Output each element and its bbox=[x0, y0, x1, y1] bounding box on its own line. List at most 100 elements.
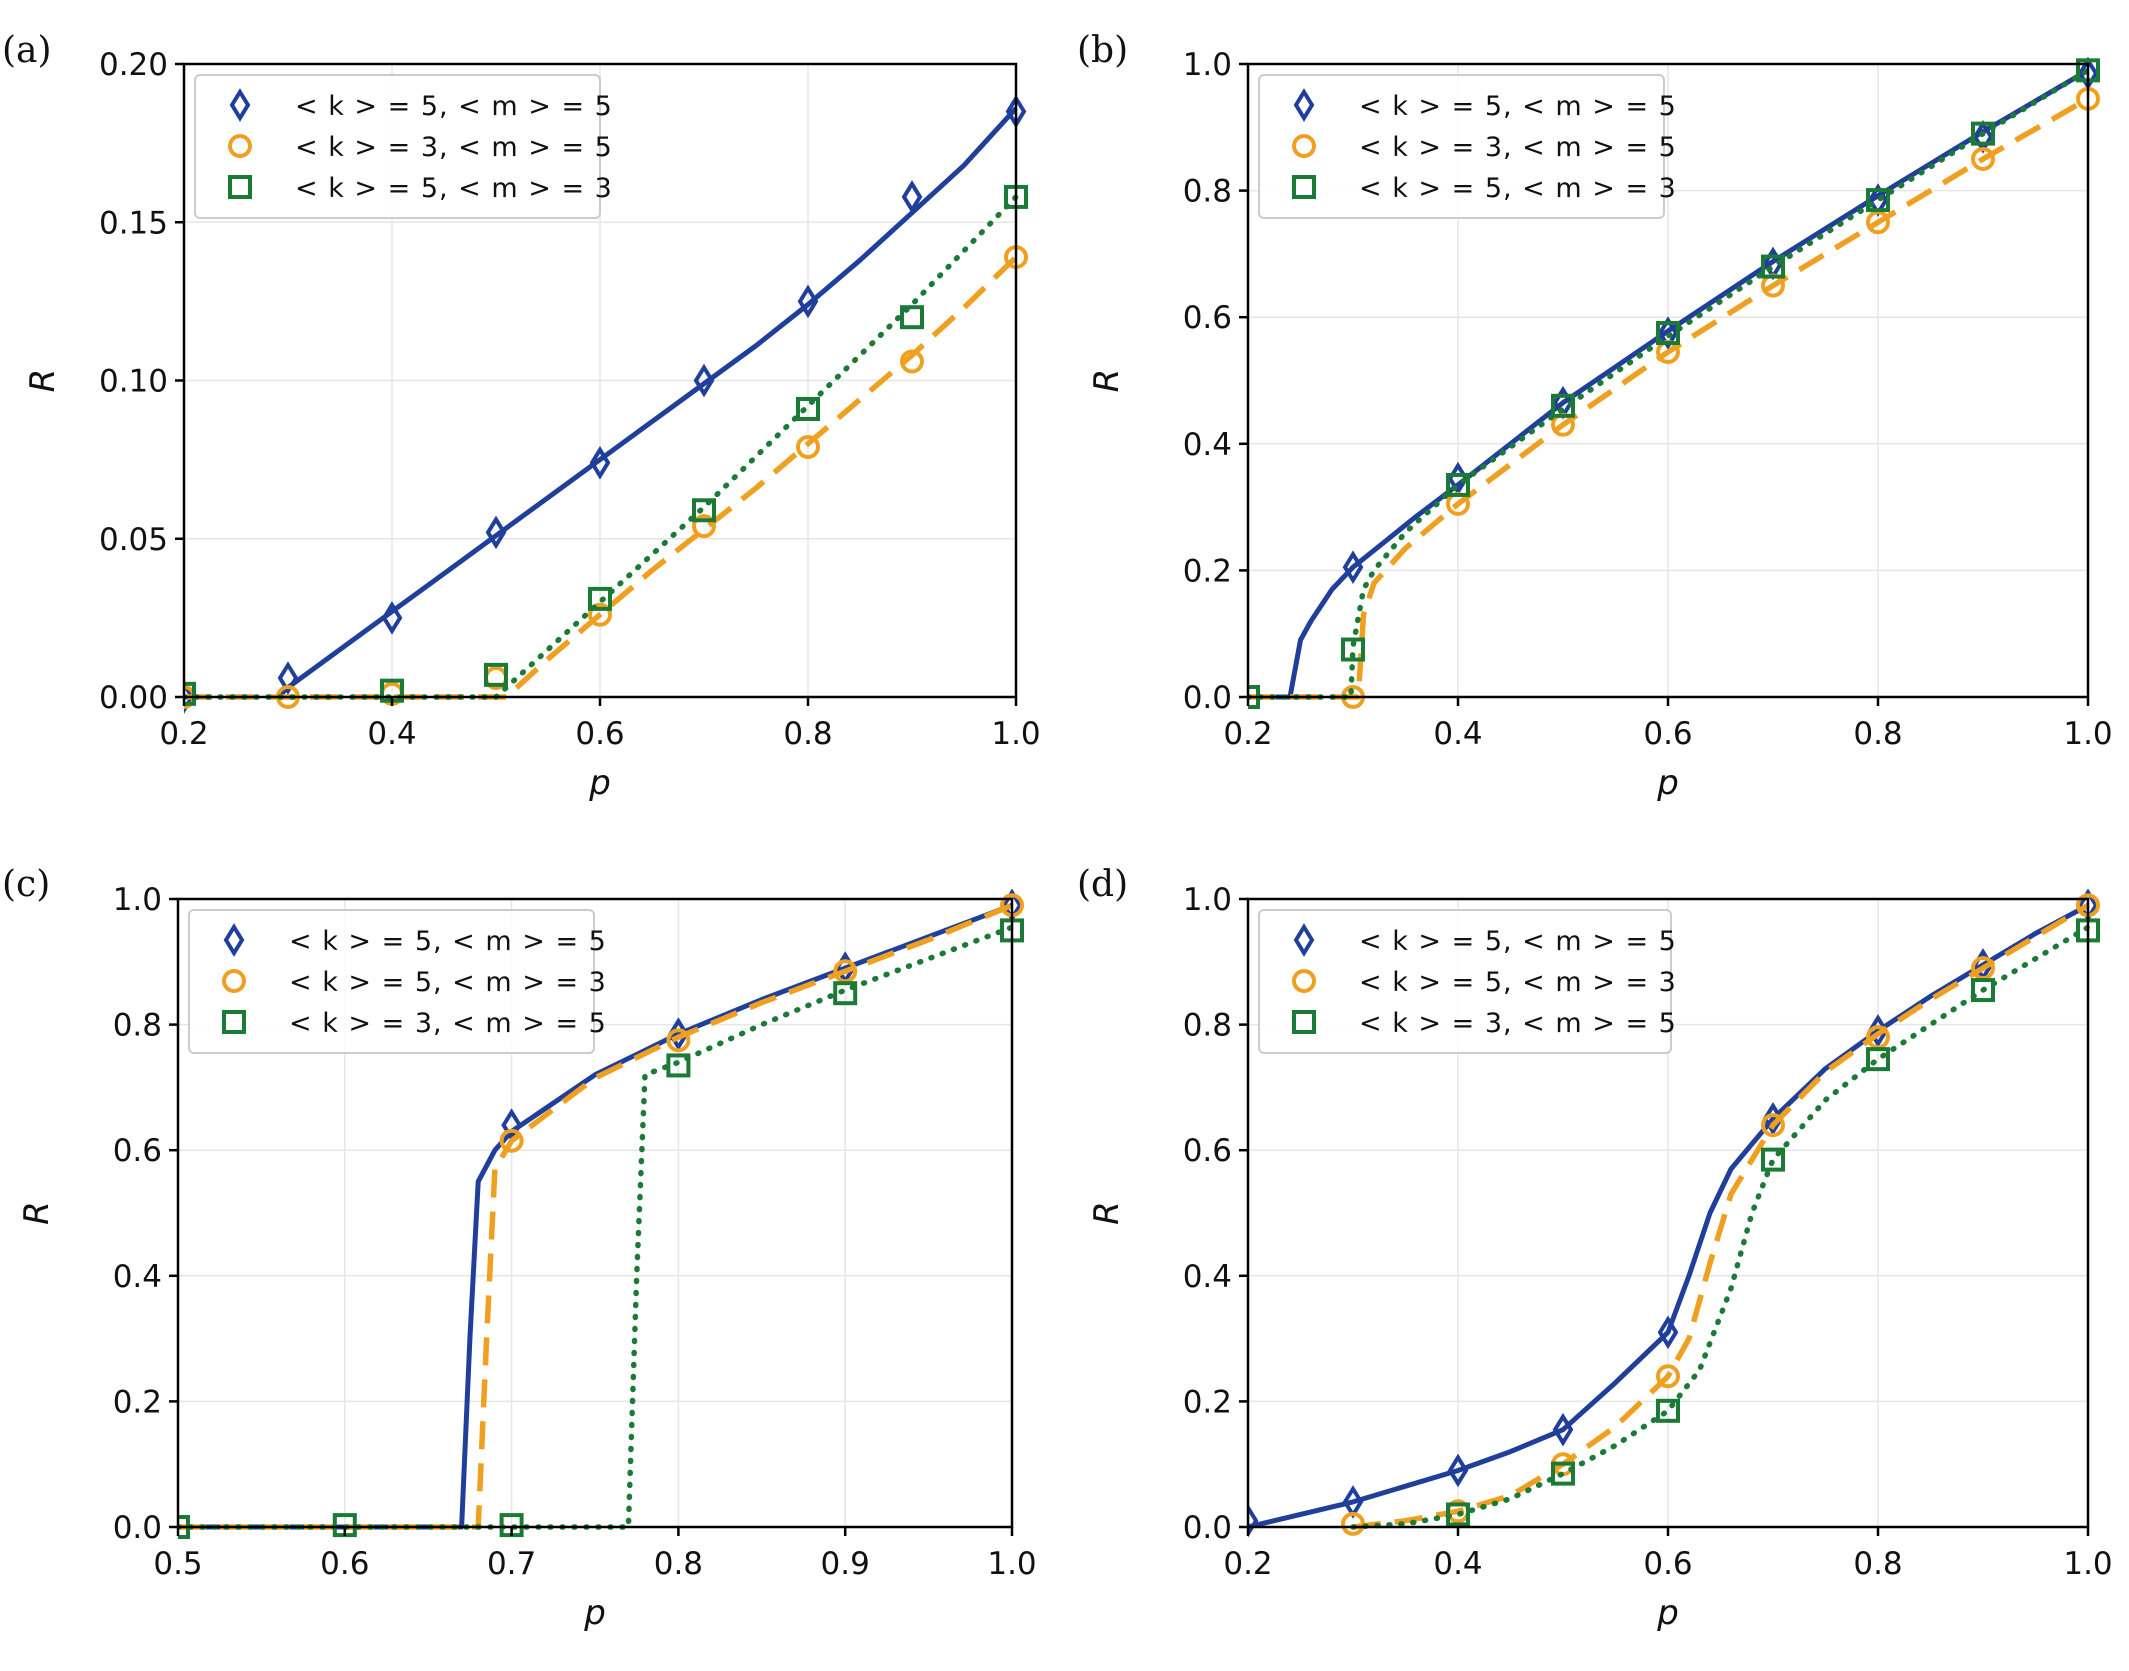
series-line bbox=[178, 902, 1013, 1530]
series-line bbox=[178, 924, 1015, 1530]
data-point bbox=[1248, 1503, 1259, 1538]
legend-marker bbox=[1292, 969, 1316, 993]
data-point bbox=[1657, 1315, 1679, 1350]
x-tick-label: 0.4 bbox=[367, 716, 416, 752]
y-tick-label: 0.0 bbox=[1183, 1510, 1232, 1546]
series-line bbox=[178, 902, 1014, 1530]
series-line bbox=[1248, 68, 2090, 700]
series-line bbox=[1352, 902, 2090, 1530]
panel-label: (c) bbox=[2, 864, 50, 905]
data-point bbox=[1656, 1364, 1680, 1389]
x-tick-label: 1.0 bbox=[991, 716, 1040, 752]
legend-box bbox=[1258, 909, 1672, 1054]
axes-frame bbox=[176, 897, 1014, 1529]
data-point bbox=[1866, 210, 1890, 235]
data-point bbox=[1761, 1113, 1785, 1138]
x-tick-label: 0.6 bbox=[320, 1546, 369, 1582]
y-tick-label: 0.00 bbox=[99, 680, 168, 716]
series-line bbox=[1248, 96, 2090, 700]
series-line bbox=[184, 255, 1018, 700]
data-point bbox=[588, 602, 612, 627]
x-tick-label: 0.4 bbox=[1433, 716, 1482, 752]
legend-marker bbox=[229, 88, 251, 122]
y-tick-label: 0.20 bbox=[99, 47, 168, 83]
y-tick-label: 1.0 bbox=[1183, 882, 1232, 918]
y-tick-label: 0.0 bbox=[1183, 680, 1232, 716]
series-line bbox=[184, 194, 1019, 700]
legend-marker bbox=[223, 923, 245, 957]
series-line bbox=[1248, 903, 2090, 1530]
data-point bbox=[1971, 978, 1995, 1003]
legend-entry: < k > = 5, < m > = 3 bbox=[295, 173, 613, 204]
x-tick-label: 0.6 bbox=[575, 716, 624, 752]
legend-entry: < k > = 5, < m > = 5 bbox=[1359, 91, 1677, 122]
x-tick-label: 1.0 bbox=[2063, 1546, 2112, 1582]
y-tick-label: 0.05 bbox=[99, 522, 168, 558]
legend: < k > = 5, < m > = 5 < k > = 5, < m > = 3… bbox=[1258, 909, 1677, 1054]
data-point bbox=[1866, 188, 1890, 213]
data-point bbox=[1656, 321, 1680, 346]
legend-entry: < k > = 5, < m > = 5 bbox=[1359, 926, 1677, 957]
chart-panel-d: (d)0.2 0.4 0.6 0.8 1.00.00.20.40.60.81.0pR< … bbox=[1077, 864, 2113, 1633]
legend: < k > = 5, < m > = 5 < k > = 3, < m > = 5… bbox=[1258, 74, 1677, 219]
y-tick-label: 0.10 bbox=[99, 364, 168, 400]
x-tick-label: 0.8 bbox=[1853, 1546, 1902, 1582]
legend-marker bbox=[228, 175, 252, 199]
data-point bbox=[184, 680, 195, 714]
y-axis-label: R bbox=[23, 369, 63, 393]
legend-entry: < k > = 5, < m > = 5 bbox=[295, 91, 613, 122]
data-point bbox=[184, 681, 196, 706]
series-line bbox=[275, 106, 1018, 699]
legend-marker bbox=[1292, 1010, 1316, 1034]
x-tick-label: 0.4 bbox=[1433, 1546, 1482, 1582]
x-tick-label: 0.9 bbox=[821, 1546, 870, 1582]
y-tick-label: 1.0 bbox=[1183, 47, 1232, 83]
series-1 bbox=[1248, 56, 2099, 700]
legend-entry: < k > = 5, < m > = 5 bbox=[289, 926, 607, 957]
legend-entry: < k > = 3, < m > = 5 bbox=[295, 132, 613, 163]
x-axis-label: p bbox=[583, 1593, 606, 1633]
x-tick-label: 1.0 bbox=[987, 1546, 1036, 1582]
data-point bbox=[1341, 637, 1365, 662]
data-point bbox=[588, 586, 612, 611]
data-point bbox=[1761, 1147, 1785, 1172]
y-tick-label: 0.0 bbox=[113, 1510, 162, 1546]
data-point bbox=[833, 981, 858, 1006]
x-tick-label: 0.2 bbox=[1223, 716, 1272, 752]
y-tick-label: 0.4 bbox=[1183, 427, 1232, 463]
data-point bbox=[485, 515, 507, 550]
data-point bbox=[1551, 1461, 1575, 1486]
y-tick-label: 0.6 bbox=[113, 1133, 162, 1169]
chart-panel-b: (b)0.2 0.4 0.6 0.8 1.00.00.20.40.60.81.0pR< … bbox=[1077, 30, 2113, 803]
legend-entry: < k > = 5, < m > = 3 bbox=[1359, 967, 1677, 998]
y-tick-label: 0.8 bbox=[1183, 174, 1232, 210]
data-point bbox=[796, 396, 820, 421]
legend-marker bbox=[1293, 923, 1315, 957]
y-tick-label: 0.6 bbox=[1183, 1133, 1232, 1169]
legend-marker bbox=[222, 969, 246, 993]
data-point bbox=[1447, 1453, 1469, 1488]
data-point bbox=[692, 498, 716, 523]
legend-box bbox=[194, 74, 601, 219]
panel-label: (a) bbox=[2, 30, 52, 71]
data-point bbox=[1866, 1047, 1890, 1072]
panel-label: (d) bbox=[1077, 864, 1128, 905]
data-point bbox=[1341, 1511, 1365, 1536]
legend: < k > = 5, < m > = 5 < k > = 3, < m > = 5… bbox=[194, 74, 613, 219]
data-point bbox=[1446, 472, 1470, 497]
legend-entry: < k > = 5, < m > = 3 bbox=[289, 967, 607, 998]
y-axis-label: R bbox=[1087, 1201, 1127, 1225]
x-tick-label: 0.6 bbox=[1643, 716, 1692, 752]
legend-marker bbox=[1292, 134, 1316, 158]
y-tick-label: 1.0 bbox=[113, 882, 162, 918]
data-point bbox=[692, 514, 716, 539]
data-point bbox=[1971, 121, 1995, 146]
data-point bbox=[1342, 550, 1364, 585]
legend: < k > = 5, < m > = 5 < k > = 5, < m > = 3… bbox=[188, 909, 607, 1054]
legend-marker bbox=[1293, 88, 1315, 122]
y-tick-label: 0.2 bbox=[1183, 1384, 1232, 1420]
data-point bbox=[693, 363, 715, 398]
data-point bbox=[796, 434, 820, 459]
y-tick-label: 0.2 bbox=[113, 1384, 162, 1420]
data-point bbox=[589, 445, 611, 480]
